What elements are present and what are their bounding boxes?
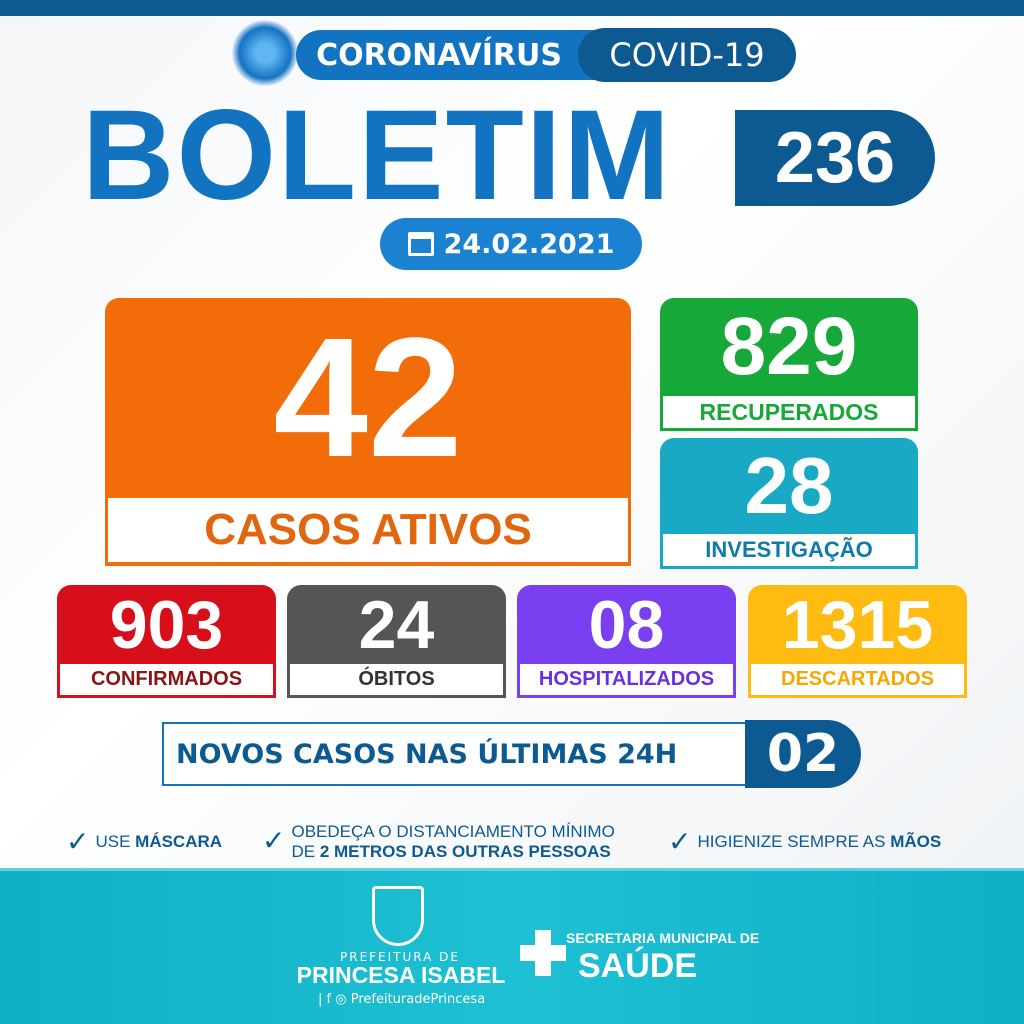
tip-text: DE: [291, 841, 320, 861]
check-icon: ✓: [668, 826, 692, 857]
check-icon: ✓: [262, 825, 286, 857]
hospitalized-value: 08: [588, 586, 665, 663]
new-cases-label: NOVOS CASOS NAS ÚLTIMAS 24H: [162, 722, 762, 786]
calendar-icon: [407, 232, 434, 256]
coronavirus-tag: CORONAVÍRUS: [296, 30, 596, 80]
deaths-label: ÓBITOS: [290, 664, 503, 695]
coat-of-arms-logo: [372, 886, 424, 946]
active-cases-label: CASOS ATIVOS: [108, 498, 628, 562]
investigation-card: 28 INVESTIGAÇÃO: [660, 438, 918, 569]
check-icon: ✓: [66, 826, 90, 857]
social-handle: | f ◎ PrefeituradePrincesa: [318, 992, 485, 1007]
facebook-icon: | f: [318, 992, 336, 1007]
active-cases-value: 42: [273, 303, 463, 493]
hospitalized-card: 08 HOSPITALIZADOS: [517, 585, 736, 698]
date-badge: 24.02.2021: [380, 218, 642, 270]
covid-tag: COVID-19: [578, 28, 796, 82]
discarded-card: 1315 DESCARTADOS: [748, 585, 967, 698]
active-cases-card: 42 CASOS ATIVOS: [105, 298, 631, 566]
bulletin-title: BOLETIM: [82, 84, 672, 227]
discarded-value: 1315: [781, 586, 934, 663]
health-cross-icon: [520, 930, 566, 976]
prefeitura-line2: PRINCESA ISABEL: [296, 962, 506, 988]
secretaria-line2: SAÚDE: [578, 947, 698, 985]
bulletin-number: 236: [735, 110, 935, 206]
tip-bold: MÁSCARA: [135, 832, 223, 852]
recovered-label: RECUPERADOS: [663, 396, 915, 428]
tip-bold: MÃOS: [890, 832, 942, 852]
confirmed-value: 903: [109, 586, 224, 663]
tip-text: OBEDEÇA O DISTANCIAMENTO MÍNIMO: [291, 822, 615, 841]
tip-hands: ✓ HIGIENIZE SEMPRE AS MÃOS: [668, 826, 941, 858]
virus-icon: [232, 20, 298, 86]
deaths-card: 24 ÓBITOS: [287, 585, 506, 698]
tip-text: USE: [95, 832, 136, 852]
instagram-icon: ◎: [335, 992, 351, 1007]
recovered-card: 829 RECUPERADOS: [660, 298, 918, 431]
investigation-label: INVESTIGAÇÃO: [663, 534, 915, 566]
confirmed-label: CONFIRMADOS: [60, 664, 273, 695]
top-band: [0, 0, 1024, 16]
new-cases-value: 02: [745, 720, 861, 788]
recovered-value: 829: [720, 301, 858, 392]
tip-distance: ✓ OBEDEÇA O DISTANCIAMENTO MÍNIMO DE 2 MET…: [262, 822, 615, 861]
date-text: 24.02.2021: [443, 228, 615, 260]
hospitalized-label: HOSPITALIZADOS: [520, 664, 733, 695]
confirmed-card: 903 CONFIRMADOS: [57, 585, 276, 698]
tip-text: HIGIENIZE SEMPRE AS: [697, 832, 891, 852]
tip-mask: ✓ USE MÁSCARA: [66, 826, 222, 858]
investigation-value: 28: [744, 441, 834, 530]
social-text: PrefeituradePrincesa: [350, 992, 486, 1007]
deaths-value: 24: [358, 586, 435, 663]
footer: [0, 868, 1024, 1024]
prefeitura-line1: PREFEITURA DE: [340, 950, 460, 964]
discarded-label: DESCARTADOS: [751, 664, 964, 695]
secretaria-line1: SECRETARIA MUNICIPAL DE: [566, 930, 760, 946]
tip-bold: 2 METROS DAS OUTRAS PESSOAS: [319, 841, 611, 861]
